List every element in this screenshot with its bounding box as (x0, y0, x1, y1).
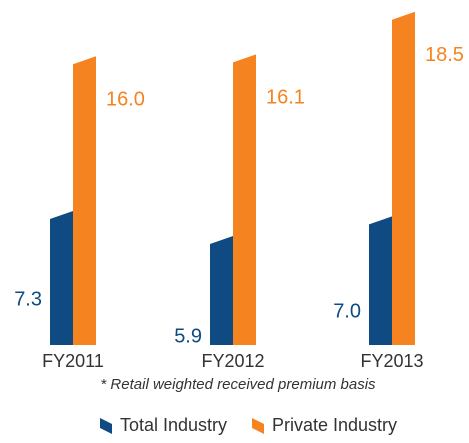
data-label: 5.9 (174, 325, 202, 347)
x-tick-label: FY2011 (42, 351, 104, 371)
x-tick-label: FY2013 (360, 351, 423, 371)
bar (392, 11, 415, 345)
bar (210, 235, 233, 345)
data-label: 16.0 (106, 88, 145, 110)
bar (73, 56, 96, 345)
footnote: * Retail weighted received premium basis (100, 376, 376, 393)
bar (369, 216, 392, 345)
bar (50, 211, 73, 345)
legend-swatch (252, 418, 264, 434)
legend-swatch (100, 418, 112, 434)
bar (233, 54, 256, 346)
data-label: 7.0 (333, 300, 361, 322)
data-label: 16.1 (266, 87, 305, 109)
legend-label: Total Industry (120, 415, 227, 435)
data-label: 18.5 (425, 44, 464, 66)
legend-label: Private Industry (272, 415, 397, 435)
data-label: 7.3 (14, 288, 42, 310)
x-tick-label: FY2012 (201, 351, 264, 371)
